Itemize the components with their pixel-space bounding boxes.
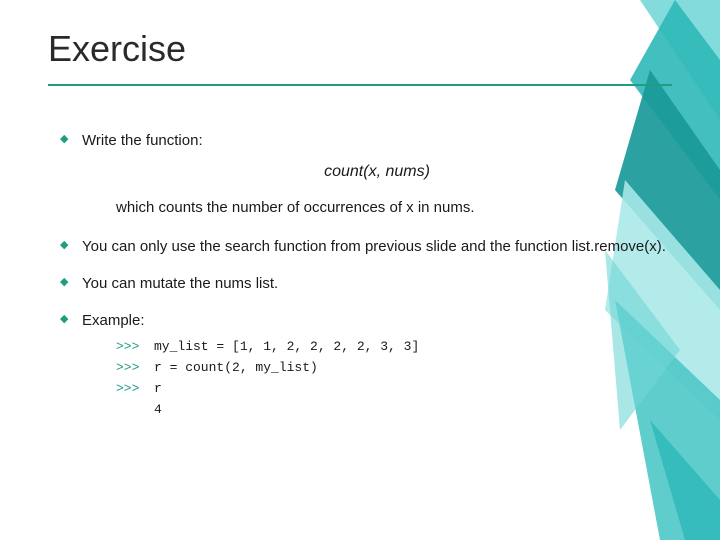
function-description: which counts the number of occurrences o… [82, 197, 672, 218]
bullet-1: Write the function: count(x, nums) which… [60, 130, 672, 218]
code-line-3: r [116, 379, 672, 400]
bullet-4: Example: my_list = [1, 1, 2, 2, 2, 2, 3,… [60, 310, 672, 420]
code-line-4: 4 [116, 400, 672, 421]
slide-title: Exercise [48, 28, 672, 70]
function-signature: count(x, nums) [82, 161, 672, 183]
bullet-3: You can mutate the nums list. [60, 273, 672, 294]
slide-content: Exercise Write the function: count(x, nu… [0, 0, 720, 457]
code-line-2: r = count(2, my_list) [116, 358, 672, 379]
code-line-1: my_list = [1, 1, 2, 2, 2, 2, 3, 3] [116, 337, 672, 358]
bullet-list: Write the function: count(x, nums) which… [48, 130, 672, 421]
bullet-1-text: Write the function: [82, 132, 203, 149]
title-underline [48, 84, 672, 86]
bullet-4-text: Example: [82, 312, 145, 329]
code-example: my_list = [1, 1, 2, 2, 2, 2, 3, 3] r = c… [82, 337, 672, 420]
bullet-2: You can only use the search function fro… [60, 236, 672, 257]
